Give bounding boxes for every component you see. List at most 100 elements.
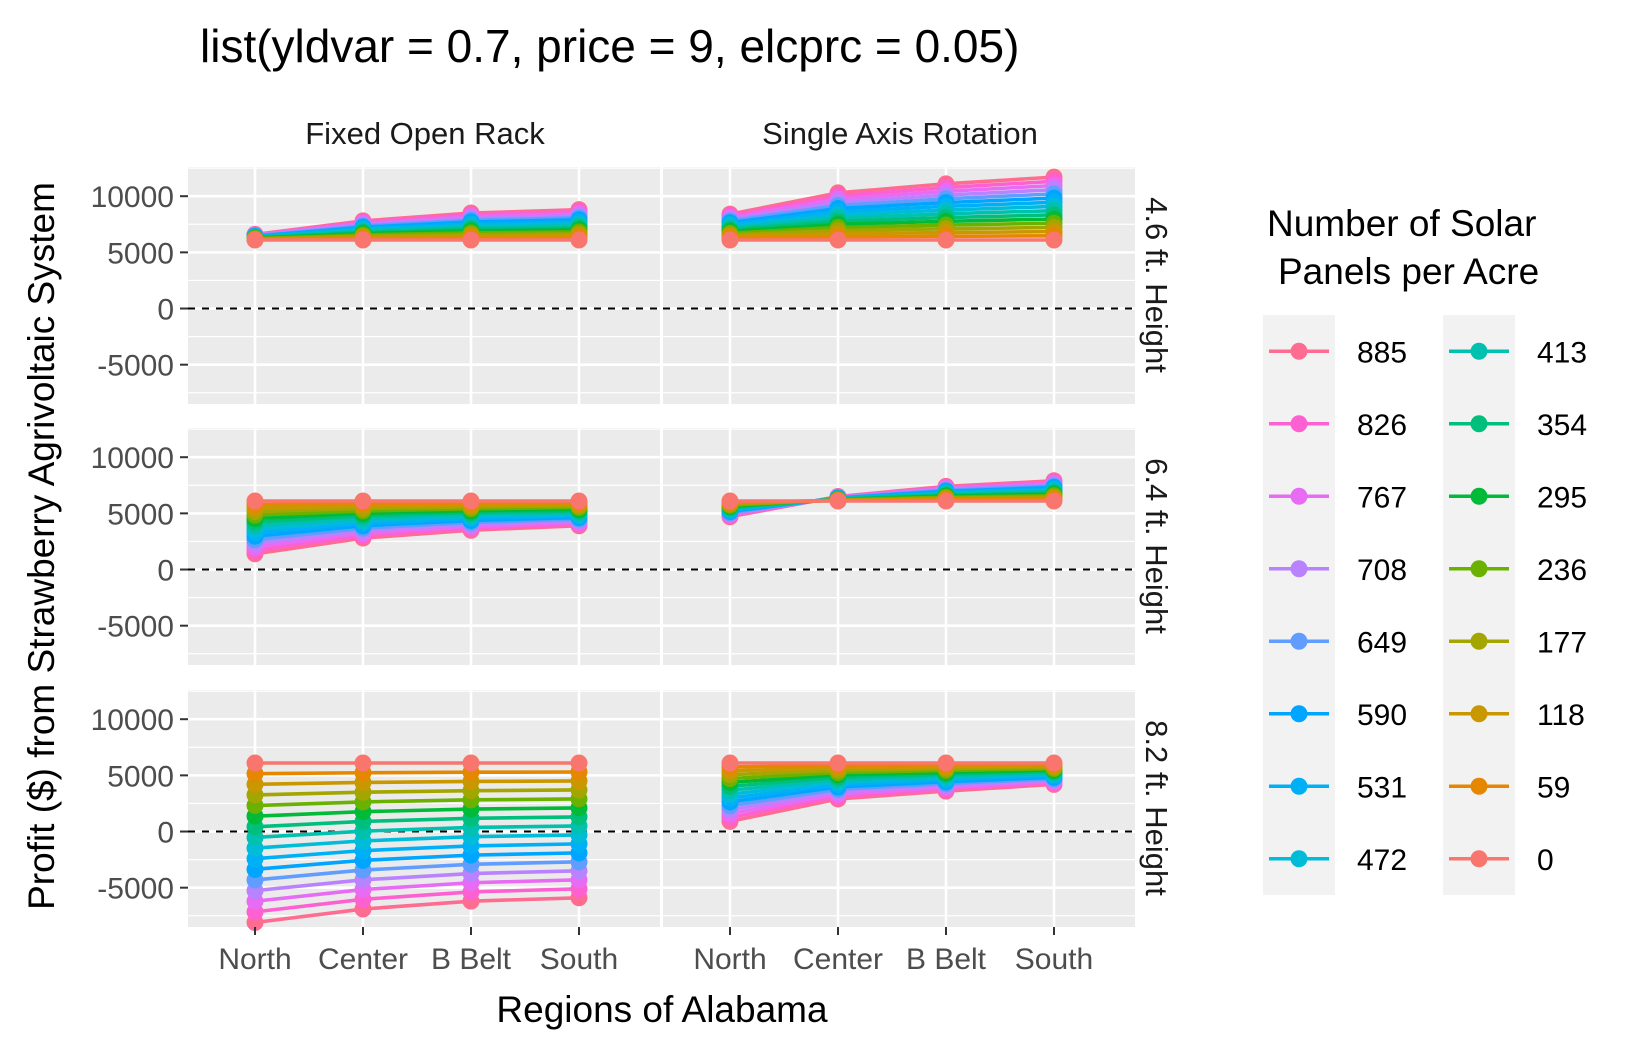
series-line [729,208,1055,230]
y-tick-label: -5000 [97,873,174,906]
y-axis-ticks: -5000 0 5000 10000 -5000 0 5000 10000 -5000 0 5000… [91,181,188,906]
series-line [254,851,580,872]
series-line [729,183,1055,220]
series-line [729,192,1055,223]
strip-height-8-2: 8.2 ft. Height [1139,720,1174,896]
panel-background [663,428,1135,665]
y-tick-label: 5000 [107,760,174,793]
legend-label: 767 [1357,481,1407,514]
y-tick-label: 0 [157,817,174,850]
series-line [729,204,1055,229]
x-tick-label: Center [318,943,408,976]
x-tick-label: Center [793,943,883,976]
strip-single-axis-rotation: Single Axis Rotation [762,116,1038,151]
y-tick-label: 5000 [107,237,174,270]
data-point [462,492,480,510]
series-line [254,806,580,818]
data-point [462,231,480,249]
series-0 [721,754,1063,772]
series-line [254,788,580,797]
legend-key-point [1290,705,1308,723]
data-point [721,231,739,249]
panel-2-1 [663,690,1135,927]
panel-0-1 [663,167,1135,404]
data-point [829,754,847,772]
legend-item-649: 649 [1269,626,1407,659]
series-0 [246,492,588,510]
data-point [937,754,955,772]
data-point [829,231,847,249]
series-line [729,229,1055,239]
x-tick-label: North [693,943,766,976]
y-tick-label: -5000 [97,611,174,644]
y-tick-label: 0 [157,555,174,588]
legend-item-826: 826 [1269,409,1407,442]
legend-key-point [1470,632,1488,650]
strip-fixed-open-rack: Fixed Open Rack [305,116,545,151]
legend-key-point [1290,632,1308,650]
x-tick-label: B Belt [431,943,512,976]
series-line [729,221,1055,235]
panel-1-0 [188,428,660,665]
y-tick-label: 10000 [91,181,174,214]
legend-item-118: 118 [1449,699,1585,732]
series-line [729,175,1055,216]
data-point [570,754,588,772]
data-point [246,492,264,510]
series-line [729,196,1055,225]
data-point [246,754,264,772]
legend-item-59: 59 [1449,771,1570,804]
x-tick-label: North [218,943,291,976]
data-point [246,231,264,249]
data-point [721,754,739,772]
legend-label: 531 [1357,771,1407,804]
series-line [254,824,580,840]
legend-label: 354 [1537,409,1587,442]
series-line [254,797,580,808]
series-0 [246,754,588,772]
data-point [570,492,588,510]
data-point [1045,231,1063,249]
x-axis-ticks: North Center B Belt South North Center B Belt S… [218,927,1093,976]
row-strips: 4.6 ft. Height 6.4 ft. Height 8.2 ft. He… [1139,197,1174,896]
legend-label: 236 [1537,554,1587,587]
panel-2-0 [188,690,660,932]
legend-key-point [1470,487,1488,505]
legend-item-0: 0 [1449,844,1554,877]
legend: Number of Solar Panels per Acre 885 826 76… [1263,203,1587,895]
data-point [829,492,847,510]
series-line [729,200,1055,227]
legend-label: 826 [1357,409,1407,442]
legend-key-point [1290,850,1308,868]
legend-key-background [1263,315,1335,895]
strip-height-4-6: 4.6 ft. Height [1139,197,1174,373]
legend-label: 649 [1357,626,1407,659]
series-0 [246,231,588,249]
series-line [729,179,1055,218]
legend-key-point [1470,415,1488,433]
series-line [729,234,1055,241]
legend-label: 0 [1537,844,1554,877]
legend-label: 118 [1537,699,1585,732]
legend-item-354: 354 [1449,409,1587,442]
series-line [254,887,580,914]
facet-panels [188,167,1135,932]
data-point [354,754,372,772]
y-tick-label: 0 [157,294,174,327]
series-line [254,895,580,925]
legend-label: 177 [1537,626,1587,659]
x-tick-label: South [540,943,618,976]
data-point [937,231,955,249]
data-point [354,492,372,510]
series-line [729,217,1055,234]
series-line [254,842,580,861]
legend-label: 472 [1357,844,1407,877]
y-axis-title: Profit ($) from Strawberry Agrivoltaic S… [21,182,62,910]
legend-item-531: 531 [1269,771,1407,804]
legend-item-885: 885 [1269,336,1407,369]
series-line [254,779,580,787]
legend-item-590: 590 [1269,699,1407,732]
legend-key-point [1470,560,1488,578]
y-tick-label: 10000 [91,442,174,475]
series-line [254,869,580,893]
